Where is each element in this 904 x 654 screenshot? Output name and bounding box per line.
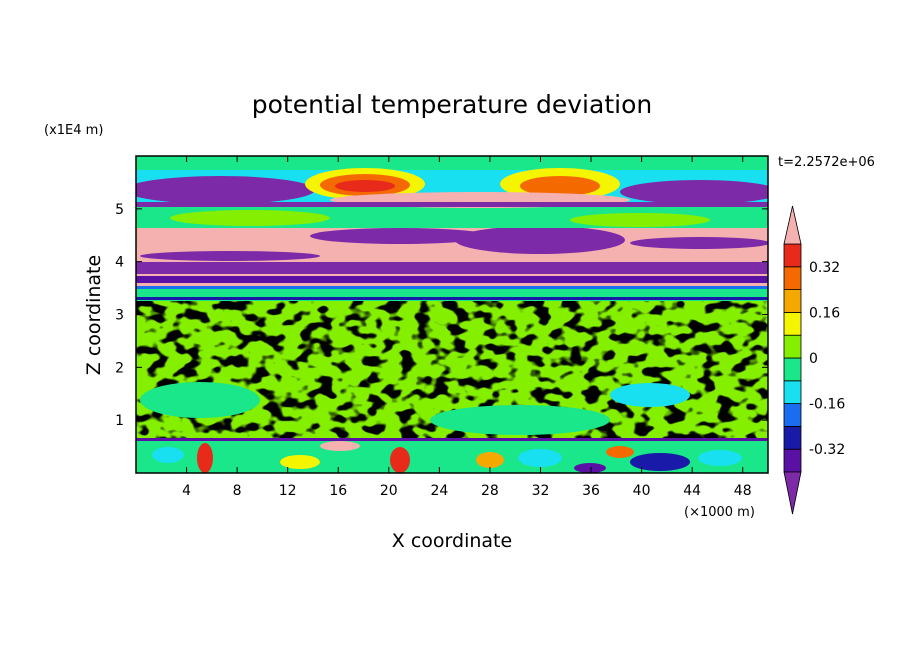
upper-band-cell	[310, 228, 490, 244]
green-cell	[570, 213, 710, 227]
top-cell-purple	[136, 176, 315, 204]
colorbar-box	[783, 403, 802, 427]
y-tick-label: 5	[115, 202, 124, 218]
y-axis-title: Z coordinate	[83, 255, 105, 375]
layer-3-5-line	[136, 286, 768, 289]
upper-band-cell	[140, 251, 320, 261]
y-tick-label: 4	[115, 255, 124, 271]
x-tick-label: 20	[380, 483, 398, 499]
colorbar-box	[783, 380, 802, 404]
top-band-base	[136, 202, 768, 207]
boundary-line	[136, 438, 768, 441]
colorbar-box	[783, 243, 802, 268]
x-tick-label: 40	[633, 483, 651, 499]
mid-patch	[430, 405, 610, 435]
x-tick-label: 12	[279, 483, 297, 499]
green-cell	[170, 210, 330, 226]
colorbar-label: 0	[809, 351, 818, 367]
mid-patch	[140, 382, 260, 418]
bl-patch	[152, 447, 184, 463]
plot-area	[136, 156, 768, 473]
top-cell-purple	[620, 180, 768, 204]
x-axis-title: X coordinate	[392, 530, 512, 552]
x-tick-label: 8	[233, 483, 242, 499]
time-label: t=2.2572e+06	[778, 155, 875, 170]
colorbar-box	[783, 448, 802, 473]
x-tick-label: 44	[683, 483, 701, 499]
bl-patch	[280, 455, 320, 469]
x-unit-label: (×1000 m)	[684, 505, 755, 520]
colorbar-box	[783, 425, 802, 450]
colorbar-label: -0.16	[809, 397, 845, 413]
x-tick-label: 24	[430, 483, 448, 499]
colorbar-box	[783, 266, 802, 290]
bl-patch	[518, 449, 562, 467]
upper-band-purple	[136, 276, 768, 283]
y-unit-label: (x1E4 m)	[44, 123, 103, 138]
layer-3-3-line	[136, 297, 768, 300]
bl-patch	[698, 450, 742, 466]
colorbar-box	[783, 311, 802, 336]
colorbar: -0.32 -0.16 0 0.16 0.32	[783, 205, 845, 515]
colorbar-box	[783, 334, 802, 359]
bl-patch	[630, 453, 690, 471]
x-ticks: 4 8 12 16 20 24 28 32 36 40 44 48	[182, 156, 752, 499]
colorbar-under-arrow	[783, 471, 802, 515]
chart-title: potential temperature deviation	[252, 90, 652, 119]
bl-patch	[476, 452, 504, 468]
upper-band-cell	[455, 226, 625, 254]
upper-band-purple	[136, 262, 768, 274]
top-cell-red	[335, 180, 395, 192]
colorbar-label: 0.32	[809, 260, 840, 276]
y-ticks: 1 2 3 4 5	[115, 202, 768, 429]
colorbar-label: -0.32	[809, 442, 845, 458]
colorbar-over-arrow	[783, 205, 802, 245]
colorbar-box	[783, 357, 802, 382]
top-cell-red	[520, 176, 600, 196]
x-tick-label: 48	[734, 483, 752, 499]
y-tick-label: 2	[115, 360, 124, 376]
x-tick-label: 16	[329, 483, 347, 499]
x-tick-label: 36	[582, 483, 600, 499]
bl-patch	[606, 446, 634, 458]
x-tick-label: 28	[481, 483, 499, 499]
x-tick-label: 32	[532, 483, 550, 499]
bl-patch	[574, 463, 606, 473]
bl-patch	[320, 441, 360, 451]
bl-patch	[390, 447, 410, 473]
colorbar-box	[783, 289, 802, 313]
upper-band-cell	[630, 237, 768, 249]
y-tick-label: 3	[115, 308, 124, 324]
bl-patch	[197, 443, 213, 473]
x-tick-label: 4	[182, 483, 191, 499]
mid-patch	[610, 383, 690, 407]
y-tick-label: 1	[115, 413, 124, 429]
colorbar-label: 0.16	[809, 305, 840, 321]
